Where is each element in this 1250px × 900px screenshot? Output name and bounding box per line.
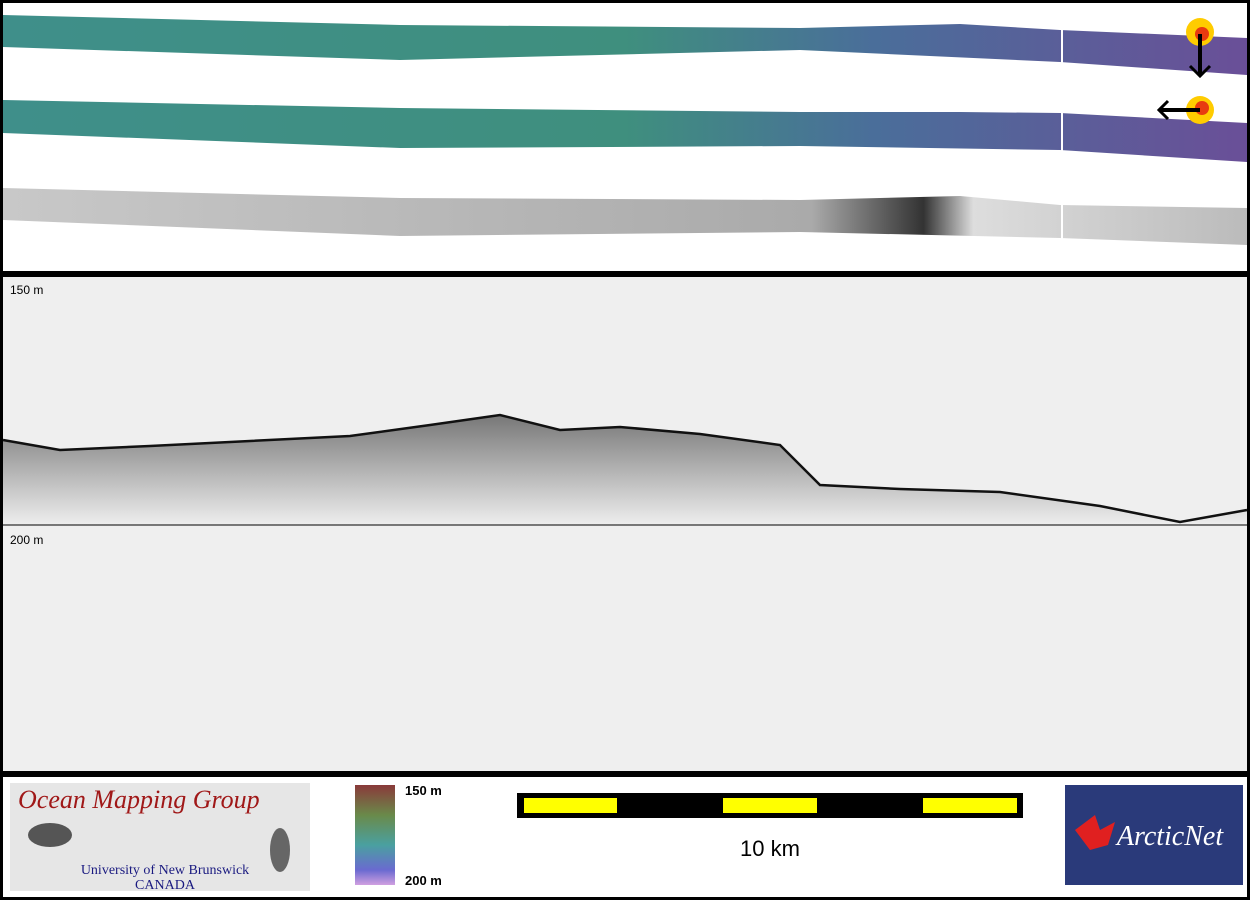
- logo-country: CANADA: [135, 878, 196, 893]
- scale-label: 10 km: [740, 836, 800, 861]
- depth-label: 200 m: [10, 533, 43, 547]
- colorbar: [355, 785, 395, 885]
- depth-label: 150 m: [10, 283, 43, 297]
- bathymetry-swath: [3, 15, 1247, 75]
- colorbar-label: 150 m: [405, 783, 442, 798]
- backscatter-swath: [3, 188, 1247, 245]
- seabed-return: [3, 415, 1247, 525]
- bathymetry-swath: [3, 100, 1247, 162]
- seabed-line: [2, 413, 1248, 524]
- logo-title: Ocean Mapping Group: [18, 785, 260, 814]
- colorbar-label: 200 m: [405, 873, 442, 888]
- scale-bar: [517, 793, 1023, 818]
- sun-icon: [1156, 18, 1214, 124]
- partner-name: ArcticNet: [1115, 821, 1224, 852]
- logo-university: University of New Brunswick: [81, 863, 249, 878]
